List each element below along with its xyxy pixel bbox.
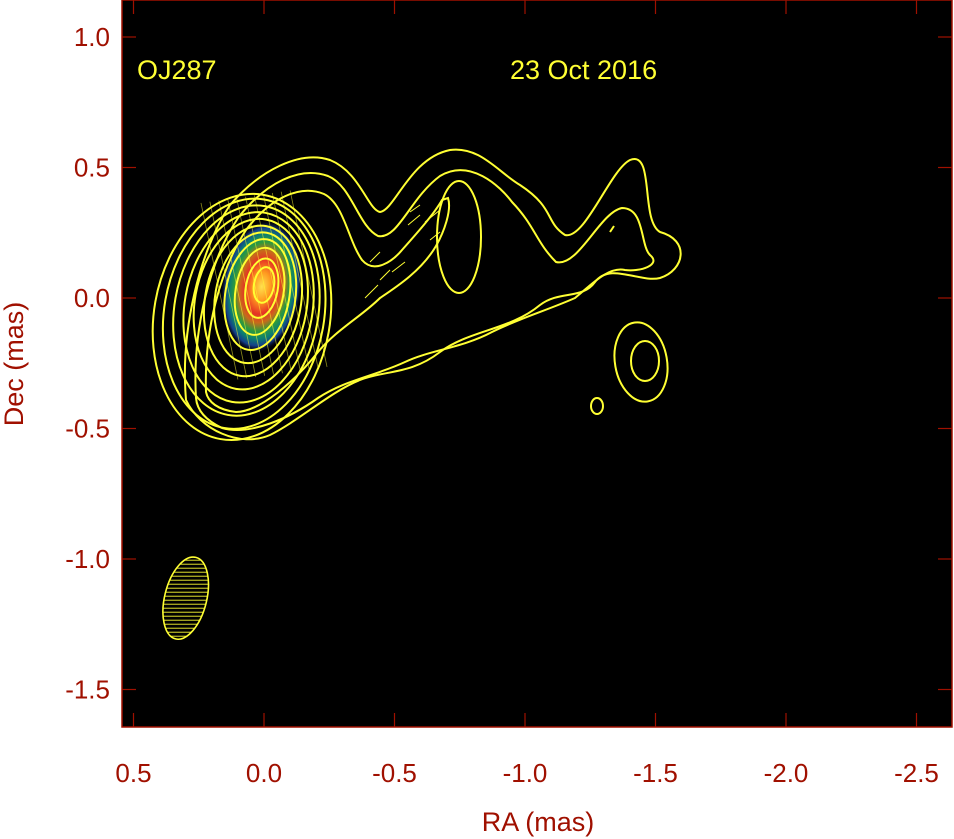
jet-contour <box>204 189 450 414</box>
hatch-line <box>280 191 319 369</box>
jet-hatch <box>409 204 421 213</box>
x-tick-label: -0.5 <box>372 758 417 788</box>
hatch-line <box>254 195 292 373</box>
hatch-line <box>218 200 257 378</box>
jet-hatch <box>407 214 421 226</box>
beam-ellipse <box>162 556 210 641</box>
y-tick-label: 0.5 <box>74 153 110 183</box>
core-contour <box>192 217 309 391</box>
core-contour <box>182 211 315 404</box>
ticks-layer: 0.5 0.0 -0.5 -1.0 -1.5 -2.0 -2.5 1.0 0.5 0.0 -0.5 -… <box>65 0 952 788</box>
tiny-contour <box>609 225 615 233</box>
feature-contour-inner <box>630 340 660 382</box>
jet-contour <box>183 148 682 441</box>
x-tick-label: 0.0 <box>246 758 282 788</box>
hatch-line <box>236 197 274 375</box>
jet-hatch <box>379 269 391 281</box>
x-tick-label: -1.5 <box>633 758 678 788</box>
x-tick-label: 0.5 <box>115 758 151 788</box>
jet-hatch <box>391 261 406 273</box>
hatch-line <box>289 190 328 368</box>
map-layer <box>151 148 682 641</box>
core-contour <box>172 204 321 417</box>
core-contour <box>233 246 286 336</box>
y-axis-title: Dec (mas) <box>0 302 29 427</box>
y-tick-label: -0.5 <box>65 414 110 444</box>
y-tick-label: 0.0 <box>74 283 110 313</box>
hatch-line <box>271 192 310 370</box>
hatch-line <box>245 196 283 374</box>
y-tick-label: -1.5 <box>65 675 110 705</box>
hatch-line <box>262 194 301 371</box>
knot-contour <box>436 180 482 294</box>
jet-hatch <box>369 251 381 263</box>
jet-hatch <box>424 209 441 223</box>
small-feature-contour <box>590 397 604 415</box>
x-axis-title: RA (mas) <box>482 807 595 837</box>
plot-background <box>122 0 952 727</box>
y-tick-label: 1.0 <box>74 22 110 52</box>
jet-hatch <box>364 284 379 299</box>
date-label: 23 Oct 2016 <box>510 55 657 85</box>
core-contour <box>223 238 292 351</box>
y-tick-label: -1.0 <box>65 544 110 574</box>
plot-frame <box>121 0 953 728</box>
x-tick-label: -2.0 <box>764 758 809 788</box>
feature-contour-outer <box>613 321 669 403</box>
hatch-line <box>227 199 266 376</box>
jet-hatch <box>429 231 441 241</box>
jet-contour <box>194 169 655 431</box>
x-tick-label: -1.0 <box>503 758 548 788</box>
x-tick-label: -2.5 <box>894 758 939 788</box>
source-label: OJ287 <box>137 55 217 85</box>
